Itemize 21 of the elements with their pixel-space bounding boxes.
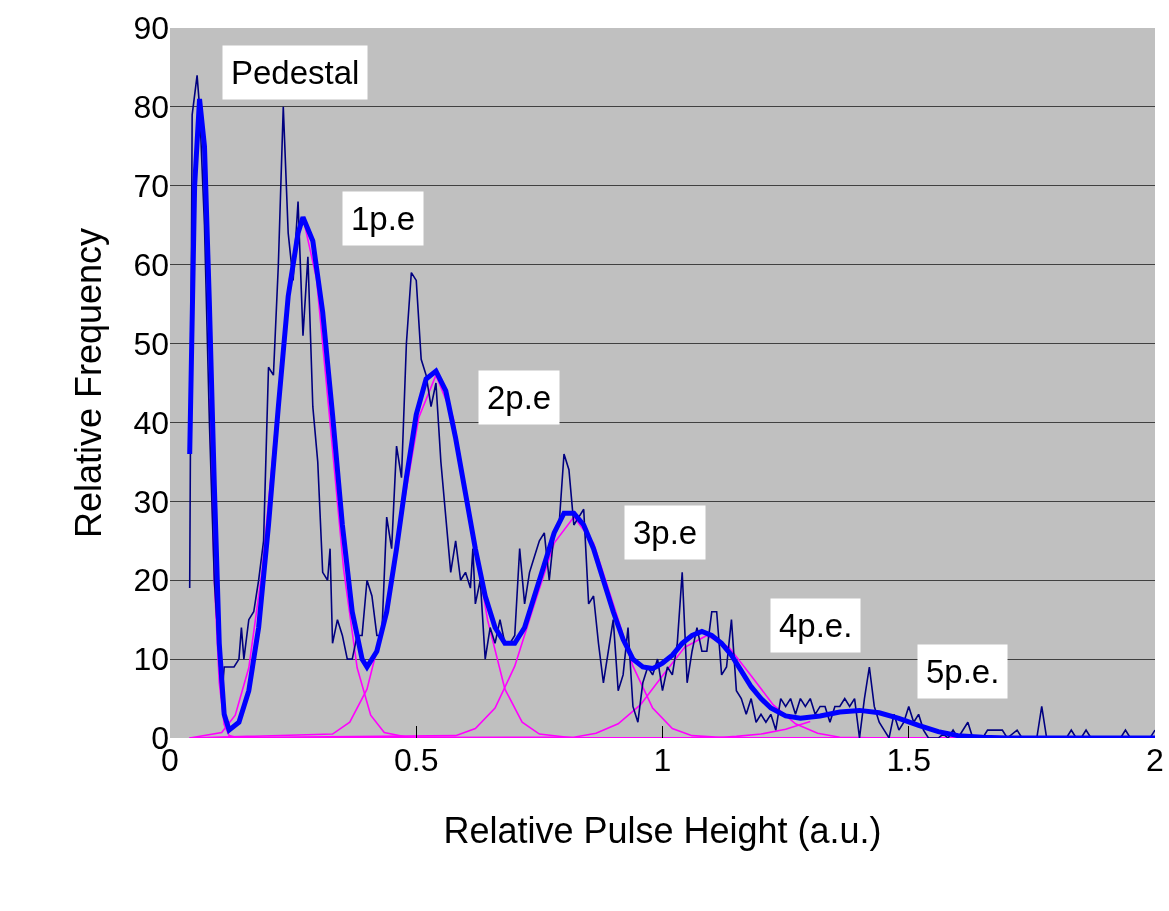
x-tick-label: 0.5: [394, 742, 439, 778]
y-tick-label: 60: [133, 246, 169, 283]
annotation: Pedestal: [231, 54, 360, 91]
y-tick-label: 10: [133, 641, 169, 678]
y-tick-label: 50: [133, 325, 169, 362]
x-tick-label: 1.5: [886, 742, 931, 778]
annotation: 4p.e.: [779, 607, 853, 644]
annotation: 3p.e: [633, 514, 698, 551]
x-axis-title: Relative Pulse Height (a.u.): [443, 809, 882, 851]
y-tick-label: 30: [133, 483, 169, 520]
y-axis-title: Relative Frequency: [68, 227, 110, 539]
annotation: 5p.e.: [926, 653, 1000, 690]
annotation: 2p.e: [487, 379, 552, 416]
y-tick-label: 90: [133, 10, 169, 47]
y-tick-label: 20: [133, 562, 169, 599]
x-tick-label: 2: [1146, 742, 1164, 778]
annotation: 1p.e: [351, 200, 416, 237]
y-tick-label: 70: [133, 167, 169, 204]
y-tick-label: 80: [133, 89, 169, 126]
y-tick-label: 40: [133, 404, 169, 441]
x-tick-label: 1: [653, 742, 672, 778]
